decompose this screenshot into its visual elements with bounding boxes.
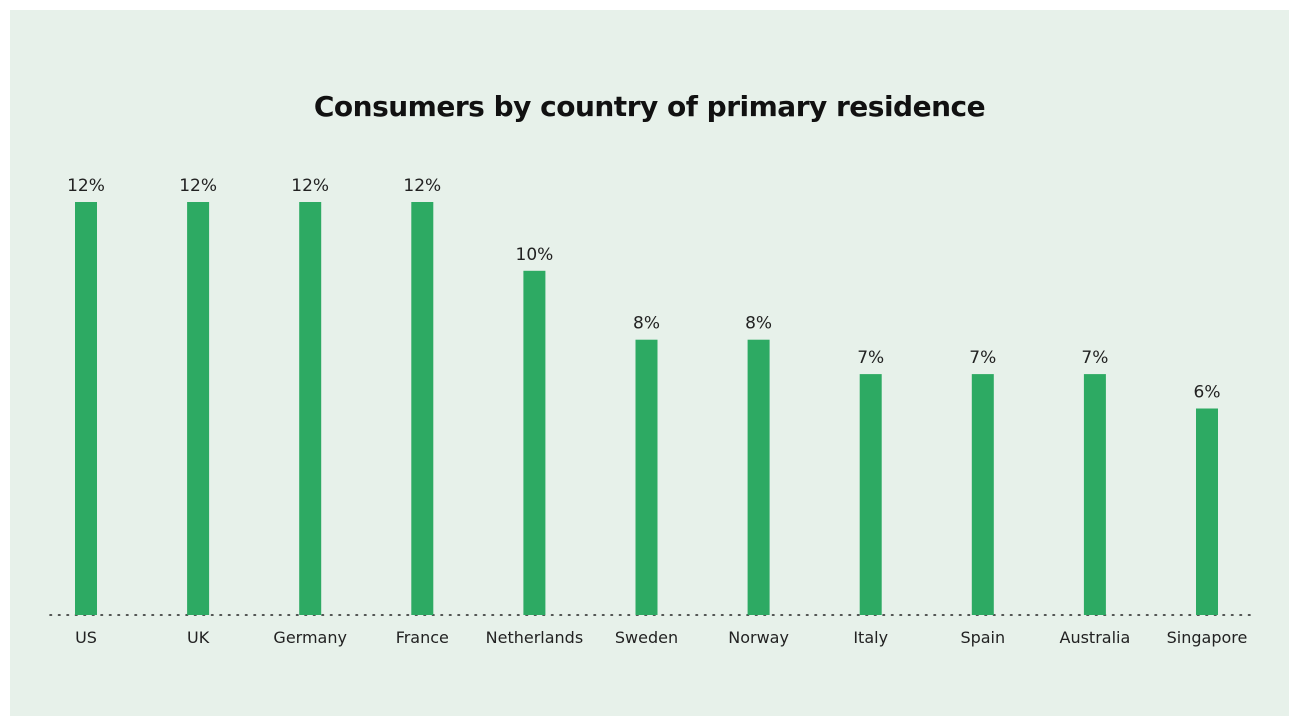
value-label-spain: 7% <box>969 348 996 368</box>
bar-norway <box>747 339 770 615</box>
category-label-uk: UK <box>187 628 210 647</box>
value-label-netherlands: 10% <box>516 245 554 265</box>
bar-singapore <box>1196 408 1218 615</box>
value-label-norway: 8% <box>745 314 772 334</box>
chart-title: Consumers by country of primary residenc… <box>313 90 986 123</box>
bar-france <box>411 202 434 615</box>
value-label-italy: 7% <box>857 348 884 368</box>
category-label-germany: Germany <box>273 628 347 647</box>
value-label-uk: 12% <box>179 176 217 196</box>
category-label-australia: Australia <box>1060 628 1131 647</box>
bar-netherlands <box>523 270 546 615</box>
bar-italy <box>859 374 882 615</box>
value-label-sweden: 8% <box>633 314 660 334</box>
value-label-australia: 7% <box>1081 348 1108 368</box>
value-label-france: 12% <box>403 176 441 196</box>
value-label-us: 12% <box>67 176 105 196</box>
category-label-netherlands: Netherlands <box>486 628 584 647</box>
bar-australia <box>1083 374 1106 615</box>
category-label-singapore: Singapore <box>1167 628 1248 647</box>
bar-spain <box>971 374 994 615</box>
category-label-france: France <box>396 628 449 647</box>
category-label-us: US <box>75 628 97 647</box>
bar-germany <box>299 202 322 615</box>
category-label-italy: Italy <box>853 628 888 647</box>
value-label-singapore: 6% <box>1194 383 1221 403</box>
bar-us <box>75 202 97 615</box>
bar-sweden <box>635 339 658 615</box>
value-label-germany: 12% <box>291 176 329 196</box>
bar-uk <box>187 202 210 615</box>
category-label-spain: Spain <box>960 628 1005 647</box>
category-label-norway: Norway <box>728 628 789 647</box>
category-label-sweden: Sweden <box>615 628 678 647</box>
